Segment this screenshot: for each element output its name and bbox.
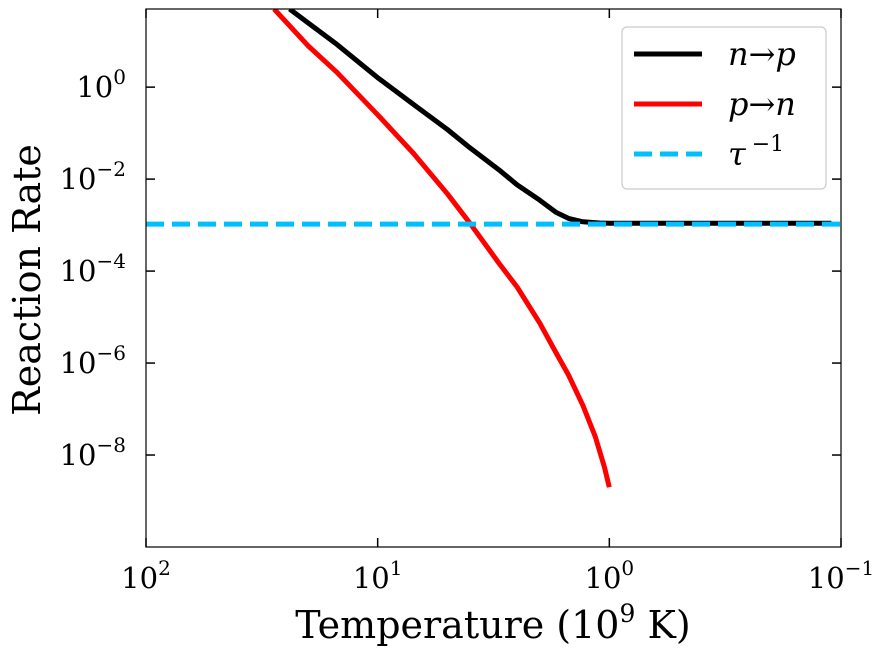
y-tick-label: 10−6	[60, 341, 126, 380]
y-tick-label: 100	[76, 65, 126, 104]
legend: n→p p→n τ −1	[621, 26, 827, 190]
series-line-1	[272, 9, 612, 488]
y-axis-label: Reaction Rate	[5, 144, 49, 416]
legend-box	[621, 26, 827, 190]
x-tick-label: 101	[353, 556, 403, 595]
legend-label-0: n→p	[728, 35, 796, 73]
x-tick-label: 10−1	[808, 556, 874, 595]
y-tick-label: 10−2	[60, 157, 126, 196]
x-tick-label: 100	[585, 556, 635, 595]
legend-label-1: p→n	[728, 85, 796, 123]
plot-frame	[145, 8, 842, 548]
legend-label-2: τ −1	[728, 132, 784, 173]
x-axis-label: Temperature (109 K)	[295, 599, 690, 647]
y-tick-label: 10−8	[60, 433, 126, 472]
y-tick-label: 10−4	[60, 249, 126, 288]
x-tick-label: 102	[121, 556, 171, 595]
